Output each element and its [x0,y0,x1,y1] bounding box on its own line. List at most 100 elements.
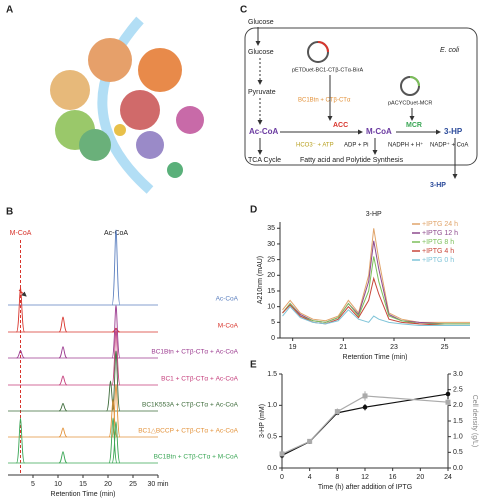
marker [445,391,451,397]
trace-label: M-CoA [218,323,239,330]
y2-tick-label: 3.0 [453,371,463,378]
cofactor-label: NADPH + H⁺ [388,142,423,149]
x-tick-label: 25 [129,481,137,488]
y-tick-label: 20 [267,272,275,279]
peak [16,417,25,464]
marker [362,404,368,410]
legend-label: +IPTG 0 h [422,257,454,264]
x-tick-label: 23 [390,344,398,351]
node-label: 3-HP [444,127,463,136]
y-tick-label: 25 [267,256,275,263]
panel-label: E [250,360,257,371]
panel-label: A [6,5,13,16]
line [282,228,470,323]
peak [58,375,68,386]
peak [111,229,121,306]
y2-tick-label: 0.0 [453,465,463,472]
x-tick-label: 10 [54,481,62,488]
peak [16,350,25,359]
x-tick-label: 16 [389,474,397,481]
peak [58,346,68,359]
peak [111,328,121,386]
marker [445,399,451,405]
plasmid-label: pACYCDuet-MCR [388,100,432,106]
y2-axis-label: Cell density (g/L) [471,395,478,448]
y2-tick-label: 2.0 [453,402,463,409]
panel-label: B [6,207,13,218]
legend-label: +IPTG 8 h [422,239,454,246]
x-tick-label: 4 [308,474,312,481]
x-tick-label: 15 [79,481,87,488]
x-tick-label: 8 [335,474,339,481]
node-label: Ac-CoA [249,127,279,136]
x-tick-label: 20 [416,474,424,481]
node-label: Glucose [248,49,274,56]
y-tick-label: 15 [267,288,275,295]
marker [334,409,340,415]
node-label: Fatty acid and Polytide Synthesis [300,157,404,164]
peak [58,316,68,333]
legend-label: +IPTG 4 h [422,248,454,255]
y-tick-label: 0 [271,335,275,342]
line [282,240,470,325]
cofactor-label: NADP⁺ + CoA [430,142,468,149]
line [281,393,449,457]
peak-label: M-CoA [10,230,32,237]
peak [58,451,68,464]
peak [111,327,121,333]
y2-tick-label: 1.0 [453,434,463,441]
y-tick-label: 30 [267,241,275,248]
legend-label: +IPTG 24 h [422,221,458,228]
y-axis-label: 3-HP (mM) [259,404,266,438]
x-tick-label: 5 [31,481,35,488]
line [282,276,470,326]
node-label: Pyruvate [248,89,276,96]
x-tick-label: 25 [441,344,449,351]
x-tick-label: 21 [339,344,347,351]
peak [16,286,25,333]
trace-label: BC1 + CTβ-CTα + Ac-CoA [161,376,239,383]
peak [108,417,118,464]
y-tick-label: 10 [267,303,275,310]
marker [307,438,313,444]
organism-label: E. coli [440,47,460,54]
protein-illustration [50,16,204,194]
trace-label: BC1△BCCP + CTβ-CTα + Ac-CoA [138,428,238,435]
y-tick-label: 0.5 [267,434,277,441]
peak [58,427,68,438]
peak [111,350,121,412]
y2-tick-label: 2.5 [453,387,463,394]
x-tick-label: 20 [104,481,112,488]
node-label: TCA Cycle [248,157,281,164]
node-label: Glucose [248,19,274,26]
node-label: 3-HP [430,182,446,189]
x-tick-label: 30 min [147,481,168,488]
x-axis-label: Retention Time (min) [51,491,116,498]
y-tick-label: 5 [271,319,275,326]
y2-tick-label: 0.5 [453,449,463,456]
x-tick-label: 0 [280,474,284,481]
trace-label: Ac-CoA [216,296,239,303]
panel-label: D [250,205,257,216]
y2-tick-label: 1.5 [453,418,463,425]
panel-label: C [240,5,247,16]
x-tick-label: 19 [289,344,297,351]
marker [279,451,285,457]
trace-label: BC1Btn + CTβ-CTα + Ac-CoA [151,349,238,356]
chart-title: 3-HP [366,211,382,218]
enzyme-label: MCR [406,122,422,129]
y-tick-label: 35 [267,225,275,232]
y-axis-label: A210nm (mAU) [257,256,264,304]
enzyme-label: BC1Btn + CTβ-CTα [298,98,351,104]
peak [58,403,68,412]
y-tick-label: 1.0 [267,402,277,409]
y-tick-label: 0.0 [267,465,277,472]
y-tick-label: 1.5 [267,371,277,378]
marker [362,393,368,399]
cofactor-label: HCO3⁻ + ATP [296,143,334,149]
line [282,305,470,326]
x-axis-label: Time (h) after addition of IPTG [318,484,412,491]
plasmid-label: pETDuet-BC1-CTβ-CTα-BirA [292,67,363,73]
cofactor-label: ADP + Pi [344,143,368,149]
